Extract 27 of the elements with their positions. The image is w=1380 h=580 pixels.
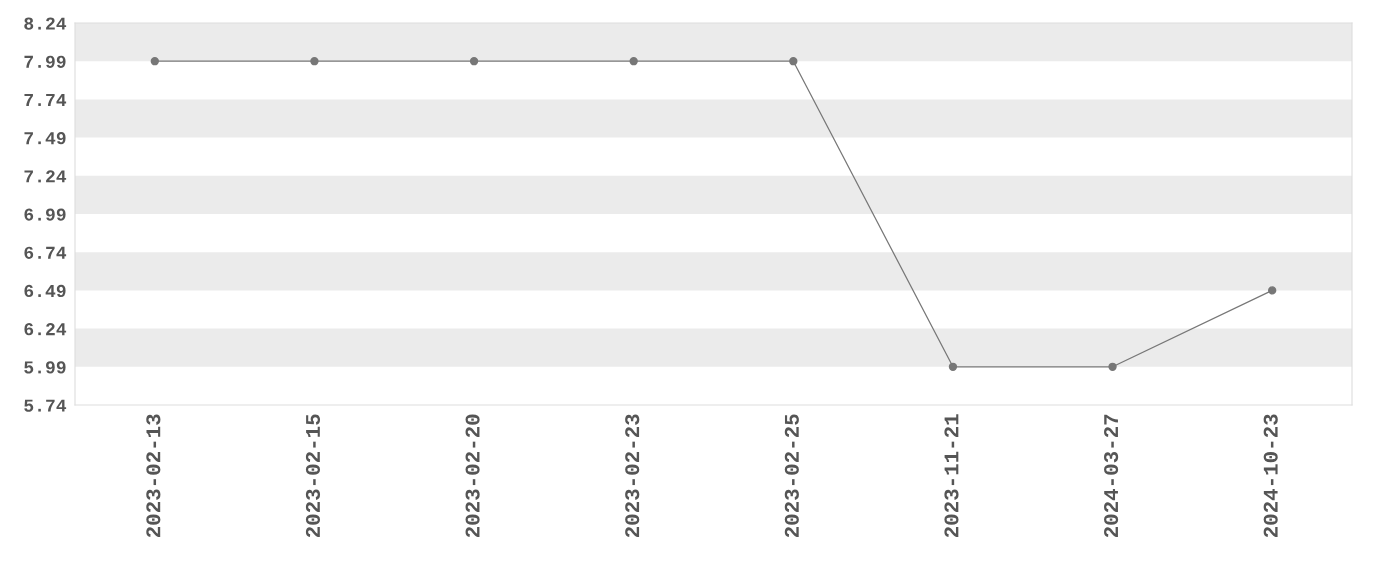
- y-tick-label: 8.24: [24, 17, 67, 30]
- y-tick-label: 6.24: [24, 323, 67, 336]
- point: [469, 57, 479, 66]
- y-tick-label: 7.99: [24, 55, 66, 68]
- point: [948, 362, 958, 371]
- x-tick-label: 2023-02-13: [146, 414, 161, 538]
- point: [789, 57, 798, 66]
- point: [310, 57, 319, 66]
- y-tick-label: 6.49: [24, 284, 66, 298]
- x-tick-label: 2023-02-23: [625, 414, 640, 538]
- point: [629, 57, 638, 66]
- point: [150, 57, 159, 66]
- y-tick-label: 6.74: [24, 246, 67, 259]
- point: [1268, 286, 1277, 295]
- y-tick-label: 7.24: [24, 170, 67, 183]
- x-tick-label: 2023-02-15: [305, 414, 321, 538]
- y-tick-label: 5.74: [24, 399, 67, 412]
- x-tick-label: 2024-03-27: [1104, 414, 1119, 538]
- x-tick-label: 2023-02-20: [465, 414, 480, 538]
- x-tick-label: 2023-02-25: [784, 414, 799, 538]
- y-tick-label: 7.74: [24, 94, 67, 106]
- x-tick-label: 2024-10-23: [1263, 414, 1278, 538]
- y-tick-label: 6.99: [24, 208, 66, 221]
- y-tick-label: 7.49: [24, 132, 66, 145]
- point: [1108, 362, 1117, 371]
- y-tick-label: 5.99: [24, 361, 66, 374]
- x-tick-label: 2023-11-21: [944, 414, 959, 538]
